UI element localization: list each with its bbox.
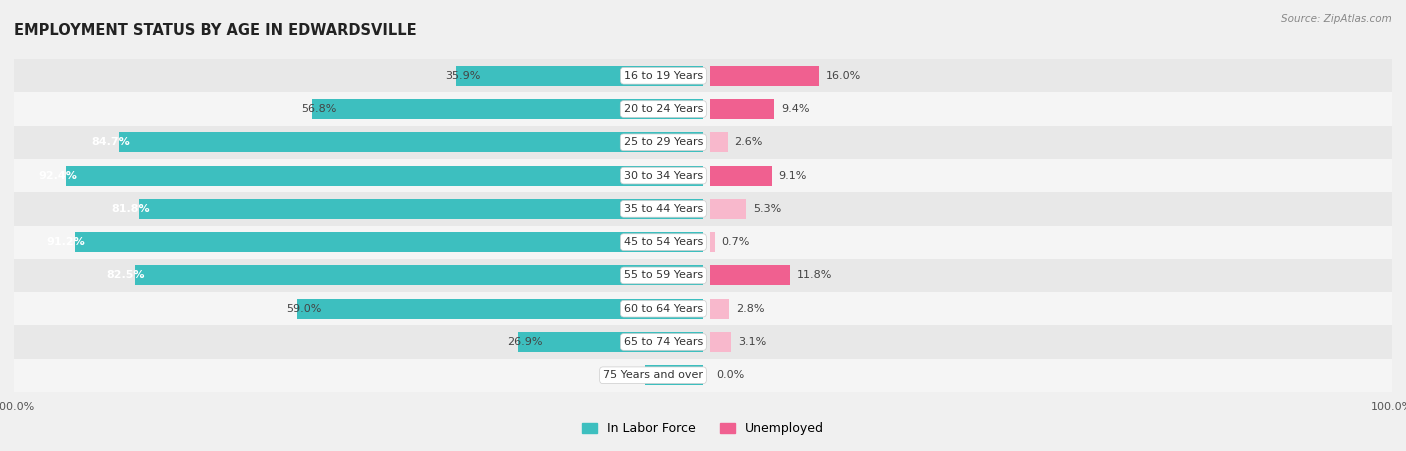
Bar [0, 226, 738, 259]
Text: 8.4%: 8.4% [634, 370, 664, 380]
Text: EMPLOYMENT STATUS BY AGE IN EDWARDSVILLE: EMPLOYMENT STATUS BY AGE IN EDWARDSVILLE [14, 23, 416, 37]
Bar [0, 192, 738, 226]
Bar [710, 266, 790, 285]
Text: 5.3%: 5.3% [752, 204, 782, 214]
Text: 3.1%: 3.1% [738, 337, 766, 347]
Bar [676, 192, 1406, 226]
Text: 25 to 29 Years: 25 to 29 Years [624, 137, 703, 147]
Bar [456, 66, 703, 86]
Text: 9.1%: 9.1% [779, 170, 807, 180]
Text: 16.0%: 16.0% [825, 71, 860, 81]
Bar [676, 259, 1406, 292]
Bar [710, 232, 714, 252]
Text: 59.0%: 59.0% [287, 304, 322, 314]
Text: 82.5%: 82.5% [107, 271, 145, 281]
Text: 65 to 74 Years: 65 to 74 Years [624, 337, 703, 347]
Bar [676, 292, 1406, 325]
Bar [710, 299, 728, 319]
Bar [0, 292, 738, 325]
Text: 0.7%: 0.7% [721, 237, 749, 247]
Bar [139, 199, 703, 219]
Bar [710, 199, 747, 219]
Bar [710, 66, 818, 86]
Bar [676, 226, 1406, 259]
Text: 11.8%: 11.8% [797, 271, 832, 281]
Text: 2.6%: 2.6% [734, 137, 762, 147]
Bar [676, 59, 1406, 92]
Text: 0.0%: 0.0% [717, 370, 745, 380]
Text: 9.4%: 9.4% [780, 104, 810, 114]
Bar [676, 325, 1406, 359]
Text: 30 to 34 Years: 30 to 34 Years [624, 170, 703, 180]
Bar [645, 365, 703, 385]
Bar [312, 99, 703, 119]
Text: 2.8%: 2.8% [735, 304, 765, 314]
Text: 26.9%: 26.9% [508, 337, 543, 347]
Text: 16 to 19 Years: 16 to 19 Years [624, 71, 703, 81]
Text: 45 to 54 Years: 45 to 54 Years [624, 237, 703, 247]
Bar [0, 325, 738, 359]
Bar [517, 332, 703, 352]
Bar [710, 332, 731, 352]
Bar [135, 266, 703, 285]
Text: 35 to 44 Years: 35 to 44 Years [624, 204, 703, 214]
Text: 75 Years and over: 75 Years and over [603, 370, 703, 380]
Bar [0, 159, 738, 192]
Text: 84.7%: 84.7% [91, 137, 129, 147]
Text: 91.2%: 91.2% [46, 237, 84, 247]
Text: 56.8%: 56.8% [301, 104, 336, 114]
Text: 20 to 24 Years: 20 to 24 Years [624, 104, 703, 114]
Bar [676, 126, 1406, 159]
Bar [710, 99, 773, 119]
Bar [0, 126, 738, 159]
Bar [0, 359, 738, 392]
Bar [710, 166, 772, 185]
Bar [676, 92, 1406, 126]
Text: 92.4%: 92.4% [38, 170, 77, 180]
Bar [676, 159, 1406, 192]
Bar [0, 259, 738, 292]
Bar [0, 59, 738, 92]
Bar [297, 299, 703, 319]
Legend: In Labor Force, Unemployed: In Labor Force, Unemployed [576, 417, 830, 440]
Text: Source: ZipAtlas.com: Source: ZipAtlas.com [1281, 14, 1392, 23]
Bar [0, 92, 738, 126]
Text: 55 to 59 Years: 55 to 59 Years [624, 271, 703, 281]
Bar [710, 132, 727, 152]
Text: 35.9%: 35.9% [446, 71, 481, 81]
Bar [676, 359, 1406, 392]
Bar [75, 232, 703, 252]
Text: 81.8%: 81.8% [111, 204, 150, 214]
Bar [120, 132, 703, 152]
Bar [66, 166, 703, 185]
Text: 60 to 64 Years: 60 to 64 Years [624, 304, 703, 314]
